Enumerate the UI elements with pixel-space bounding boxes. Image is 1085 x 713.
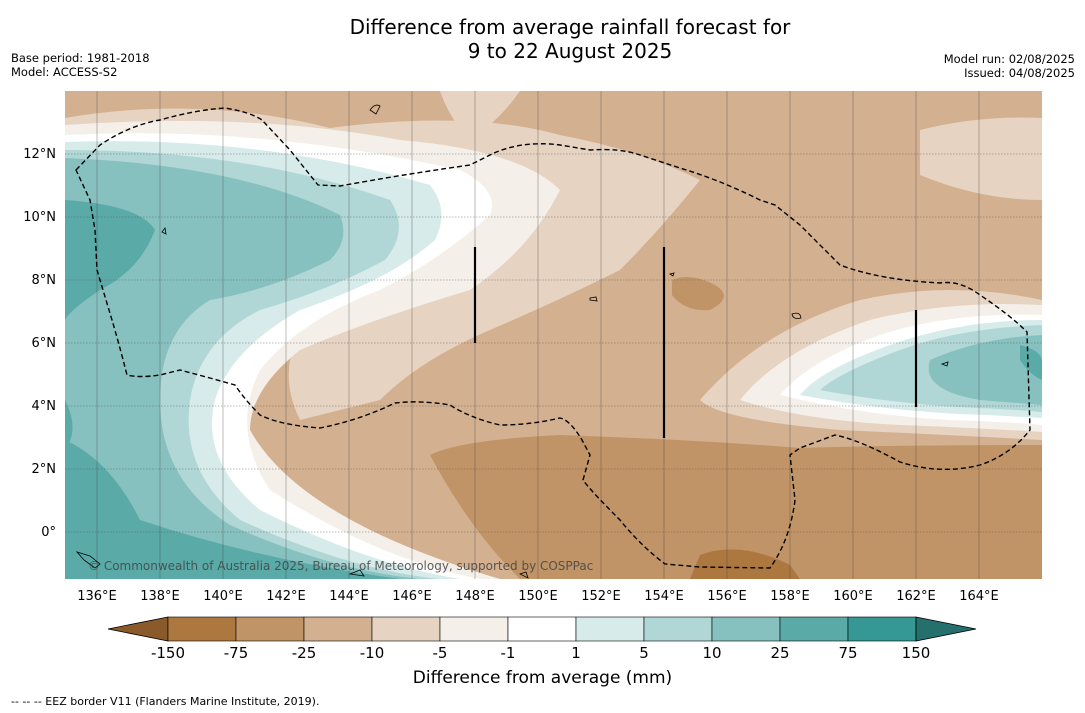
colorbar-swatch bbox=[847, 616, 917, 642]
islands bbox=[75, 104, 949, 579]
issued-date: Issued: 04/08/2025 bbox=[964, 66, 1075, 80]
lon-label: 156°E bbox=[707, 589, 747, 604]
lon-label: 148°E bbox=[455, 589, 495, 604]
colorbar-tick-label: -75 bbox=[224, 644, 249, 662]
colorbar-tick-label: -10 bbox=[360, 644, 385, 662]
lat-label: 12°N bbox=[23, 147, 56, 162]
lon-label: 146°E bbox=[392, 589, 432, 604]
colorbar-swatch bbox=[779, 616, 849, 642]
lon-label: 136°E bbox=[77, 589, 117, 604]
colorbar-swatch bbox=[643, 616, 713, 642]
colorbar-tick-label: 75 bbox=[838, 644, 857, 662]
colorbar-tick-label: 25 bbox=[770, 644, 789, 662]
lat-label: 6°N bbox=[32, 336, 57, 351]
colorbar-tick-label: 10 bbox=[702, 644, 721, 662]
colorbar-swatch bbox=[575, 616, 645, 642]
lat-label: 2°N bbox=[32, 462, 57, 477]
base-period: Base period: 1981-2018 bbox=[11, 51, 150, 65]
lon-labels: 136°E 138°E 140°E 142°E 144°E 146°E 148°… bbox=[77, 589, 999, 604]
lat-labels: 12°N 10°N 8°N 6°N 4°N 2°N 0° bbox=[23, 147, 56, 540]
lon-label: 152°E bbox=[581, 589, 621, 604]
colorbar-swatch bbox=[507, 616, 577, 642]
colorbar bbox=[107, 616, 977, 642]
rainfall-contours bbox=[65, 91, 1042, 579]
colorbar-swatch bbox=[371, 616, 441, 642]
eez-legend-note: -- -- -- EEZ border V11 (Flanders Marine… bbox=[11, 695, 320, 708]
colorbar-tick-label: 5 bbox=[639, 644, 649, 662]
model-run: Model run: 02/08/2025 bbox=[943, 52, 1075, 66]
lon-label: 142°E bbox=[266, 589, 306, 604]
colorbar-swatch bbox=[711, 616, 781, 642]
lon-label: 140°E bbox=[203, 589, 243, 604]
map-title-line2: 9 to 22 August 2025 bbox=[467, 39, 673, 63]
colorbar-swatch bbox=[439, 616, 509, 642]
colorbar-tick-label: -5 bbox=[433, 644, 448, 662]
lat-label: 8°N bbox=[32, 273, 57, 288]
marker-lines bbox=[473, 247, 918, 438]
colorbar-tick-label: 150 bbox=[902, 644, 931, 662]
colorbar-under-arrow bbox=[107, 616, 169, 642]
colorbar-swatch bbox=[235, 616, 305, 642]
colorbar-over-arrow bbox=[915, 616, 977, 642]
lon-label: 160°E bbox=[833, 589, 873, 604]
colorbar-tick-label: -150 bbox=[151, 644, 185, 662]
map-title-line1: Difference from average rainfall forecas… bbox=[349, 15, 791, 39]
colorbar-swatch bbox=[303, 616, 373, 642]
eez-border bbox=[75, 107, 1031, 569]
graticule bbox=[65, 153, 1042, 533]
lon-label: 138°E bbox=[140, 589, 180, 604]
lon-label: 150°E bbox=[518, 589, 558, 604]
lat-label: 4°N bbox=[32, 399, 57, 414]
lon-label: 154°E bbox=[644, 589, 684, 604]
model-name: Model: ACCESS-S2 bbox=[11, 65, 118, 79]
colorbar-tick-labels: -150 -75 -25 -10 -5 -1 1 5 10 25 75 150 bbox=[151, 644, 930, 662]
lat-label: 10°N bbox=[23, 210, 56, 225]
lon-label: 144°E bbox=[329, 589, 369, 604]
lon-label: 164°E bbox=[959, 589, 999, 604]
lat-label: 0° bbox=[41, 525, 56, 540]
colorbar-swatch bbox=[167, 616, 237, 642]
colorbar-tick-label: -25 bbox=[292, 644, 317, 662]
copyright-text: © Commonwealth of Australia 2025, Bureau… bbox=[88, 559, 593, 573]
colorbar-tick-label: 1 bbox=[571, 644, 581, 662]
lon-label: 162°E bbox=[896, 589, 936, 604]
lon-label: 158°E bbox=[770, 589, 810, 604]
colorbar-title: Difference from average (mm) bbox=[412, 668, 673, 688]
colorbar-tick-label: -1 bbox=[501, 644, 516, 662]
